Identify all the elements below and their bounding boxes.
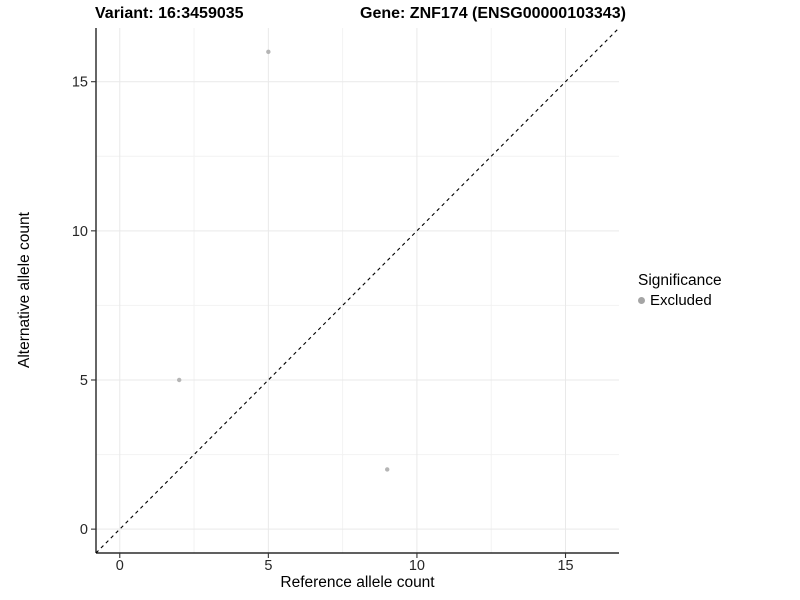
x-tick-label: 0 xyxy=(116,558,124,574)
identity-reference-line xyxy=(95,27,620,554)
legend-title: Significance xyxy=(638,272,722,289)
data-point xyxy=(266,49,271,55)
y-tick-label: 10 xyxy=(72,224,88,240)
plot-title-variant: Variant: 16:3459035 xyxy=(95,5,244,22)
plot-title-gene: Gene: ZNF174 (ENSG00000103343) xyxy=(360,5,626,22)
y-tick-label: 5 xyxy=(80,373,88,389)
legend-point-icon xyxy=(638,297,645,304)
x-tick-label: 15 xyxy=(557,558,573,574)
x-axis-title: Reference allele count xyxy=(280,574,435,591)
x-tick-label: 5 xyxy=(264,558,272,574)
legend-item-label: Excluded xyxy=(650,292,712,309)
legend: Significance Excluded xyxy=(638,272,722,309)
x-tick-label: 10 xyxy=(409,558,425,574)
data-point xyxy=(177,377,182,383)
y-axis-title: Alternative allele count xyxy=(16,212,33,368)
data-point xyxy=(385,467,390,472)
y-tick-label: 0 xyxy=(80,522,88,538)
y-tick-label: 15 xyxy=(72,75,88,91)
legend-item: Excluded xyxy=(638,292,722,309)
